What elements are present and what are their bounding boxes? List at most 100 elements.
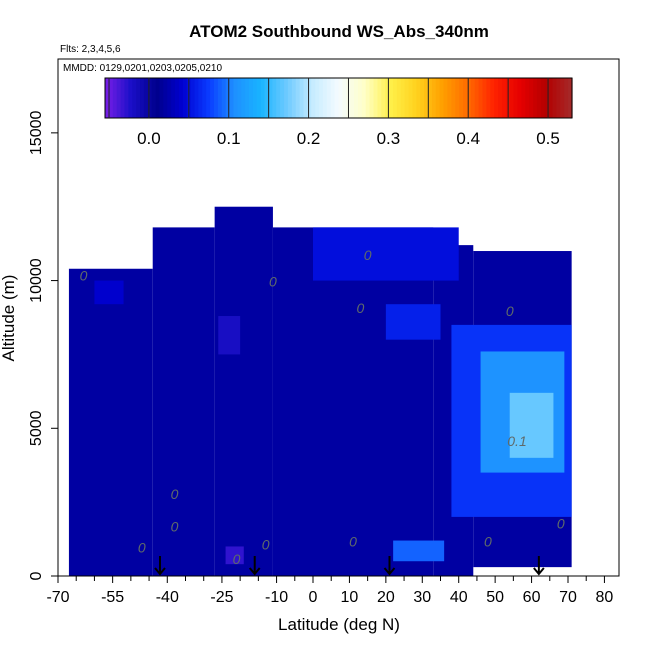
- colorbar-segment: [392, 78, 398, 118]
- colorbar-segment: [338, 78, 343, 118]
- colorbar-segment: [540, 78, 546, 118]
- colorbar-segment: [291, 78, 297, 118]
- colorbar-segment: [509, 78, 515, 118]
- colorbar-segment: [435, 78, 441, 118]
- colorbar-segment: [194, 78, 199, 118]
- colorbar-segment: [431, 78, 437, 118]
- colorbar-segment: [326, 78, 332, 118]
- heatmap-cell: [509, 392, 554, 458]
- colorbar-segment: [276, 78, 281, 118]
- colorbar-segment: [439, 78, 445, 118]
- colorbar-segment: [217, 78, 223, 118]
- colorbar-segment: [178, 78, 184, 118]
- colorbar-segment: [198, 78, 203, 118]
- contour-label: 0: [557, 516, 565, 532]
- colorbar-segment: [424, 78, 429, 118]
- data-region: [152, 227, 215, 576]
- heatmap-cell: [218, 316, 241, 355]
- colorbar-segment: [396, 78, 402, 118]
- colorbar-segment: [552, 78, 558, 118]
- colorbar-tick-label: 0.5: [536, 129, 560, 148]
- colorbar-segment: [175, 78, 180, 118]
- colorbar-segment: [268, 78, 273, 118]
- colorbar-segment: [132, 78, 137, 118]
- colorbar-tick-label: 0.3: [377, 129, 401, 148]
- heatmap-cell: [385, 304, 441, 340]
- colorbar-segment: [404, 78, 410, 118]
- colorbar-segment: [517, 78, 523, 118]
- y-tick-label: 15000: [28, 111, 45, 156]
- y-tick-label: 10000: [28, 258, 45, 303]
- data-region: [214, 206, 273, 576]
- x-tick-label: 60: [523, 589, 541, 606]
- colorbar-segment: [420, 78, 425, 118]
- colorbar-segment: [287, 78, 293, 118]
- colorbar-segment: [513, 78, 519, 118]
- colorbar-segment: [525, 78, 530, 118]
- colorbar-segment: [295, 78, 301, 118]
- colorbar-segment: [400, 78, 406, 118]
- colorbar-segment: [529, 78, 534, 118]
- colorbar-segment: [151, 78, 157, 118]
- colorbar-segment: [361, 78, 367, 118]
- contour-label: 0: [349, 533, 357, 549]
- colorbar-segment: [128, 78, 133, 118]
- colorbar-segment: [229, 78, 235, 118]
- colorbar-segment: [210, 78, 215, 118]
- contour-label: 0: [356, 300, 364, 316]
- colorbar-segment: [225, 78, 231, 118]
- colorbar-tick-label: 0.2: [297, 129, 321, 148]
- x-tick-label: -10: [265, 589, 288, 606]
- colorbar-segment: [245, 78, 250, 118]
- colorbar-segment: [163, 78, 168, 118]
- plot-frame: [57, 58, 620, 577]
- colorbar-segment: [190, 78, 196, 118]
- colorbar-segment: [108, 78, 114, 118]
- colorbar-segment: [264, 78, 270, 118]
- colorbar-segment: [377, 78, 382, 118]
- colorbar-segment: [369, 78, 375, 118]
- colorbar-segment: [272, 78, 277, 118]
- colorbar: 0.0 0.1 0.2 0.3 0.4 0.5: [104, 77, 573, 148]
- colorbar-segment: [560, 78, 565, 118]
- colorbar-segment: [342, 78, 347, 118]
- colorbar-segment: [373, 78, 379, 118]
- colorbar-segment: [478, 78, 484, 118]
- x-axis-label: Latitude (deg N): [278, 615, 400, 634]
- y-tick-label: 0: [28, 571, 45, 580]
- plot-area: 0 0 0 0 0 0.1 0 0 0 0 0 0 0 0: [68, 206, 572, 576]
- colorbar-segment: [498, 78, 503, 118]
- flights-note: Flts: 2,3,4,5,6: [60, 44, 121, 55]
- colorbar-segment: [147, 78, 153, 118]
- data-region: [68, 268, 153, 576]
- y-tick-label: 5000: [28, 410, 45, 446]
- x-tick-label: 50: [486, 589, 504, 606]
- colorbar-segment: [159, 78, 164, 118]
- colorbar-segment: [120, 78, 126, 118]
- colorbar-segment: [256, 78, 262, 118]
- colorbar-segment: [241, 78, 246, 118]
- colorbar-segment: [311, 78, 316, 118]
- x-tick-label: -55: [101, 589, 124, 606]
- contour-label: 0: [171, 486, 179, 502]
- x-tick-label: 80: [596, 589, 614, 606]
- colorbar-segment: [443, 78, 449, 118]
- x-tick-label: -70: [46, 589, 69, 606]
- heatmap-cell: [225, 546, 244, 565]
- colorbar-segment: [206, 78, 211, 118]
- contour-label: 0: [138, 539, 146, 555]
- colorbar-segment: [533, 78, 538, 118]
- heatmap-cell: [393, 540, 445, 562]
- colorbar-segment: [428, 78, 433, 118]
- colorbar-segment: [564, 78, 569, 118]
- colorbar-segment: [568, 78, 573, 118]
- colorbar-segment: [303, 78, 308, 118]
- colorbar-segment: [299, 78, 305, 118]
- colorbar-segment: [284, 78, 289, 118]
- colorbar-segment: [143, 78, 149, 118]
- x-tick-label: 0: [309, 589, 318, 606]
- colorbar-segment: [221, 78, 227, 118]
- data-region: [272, 227, 434, 576]
- x-axis: -70 -55 -40 -25 -10 0 10 20 30 40 50 60 70 80: [46, 576, 613, 606]
